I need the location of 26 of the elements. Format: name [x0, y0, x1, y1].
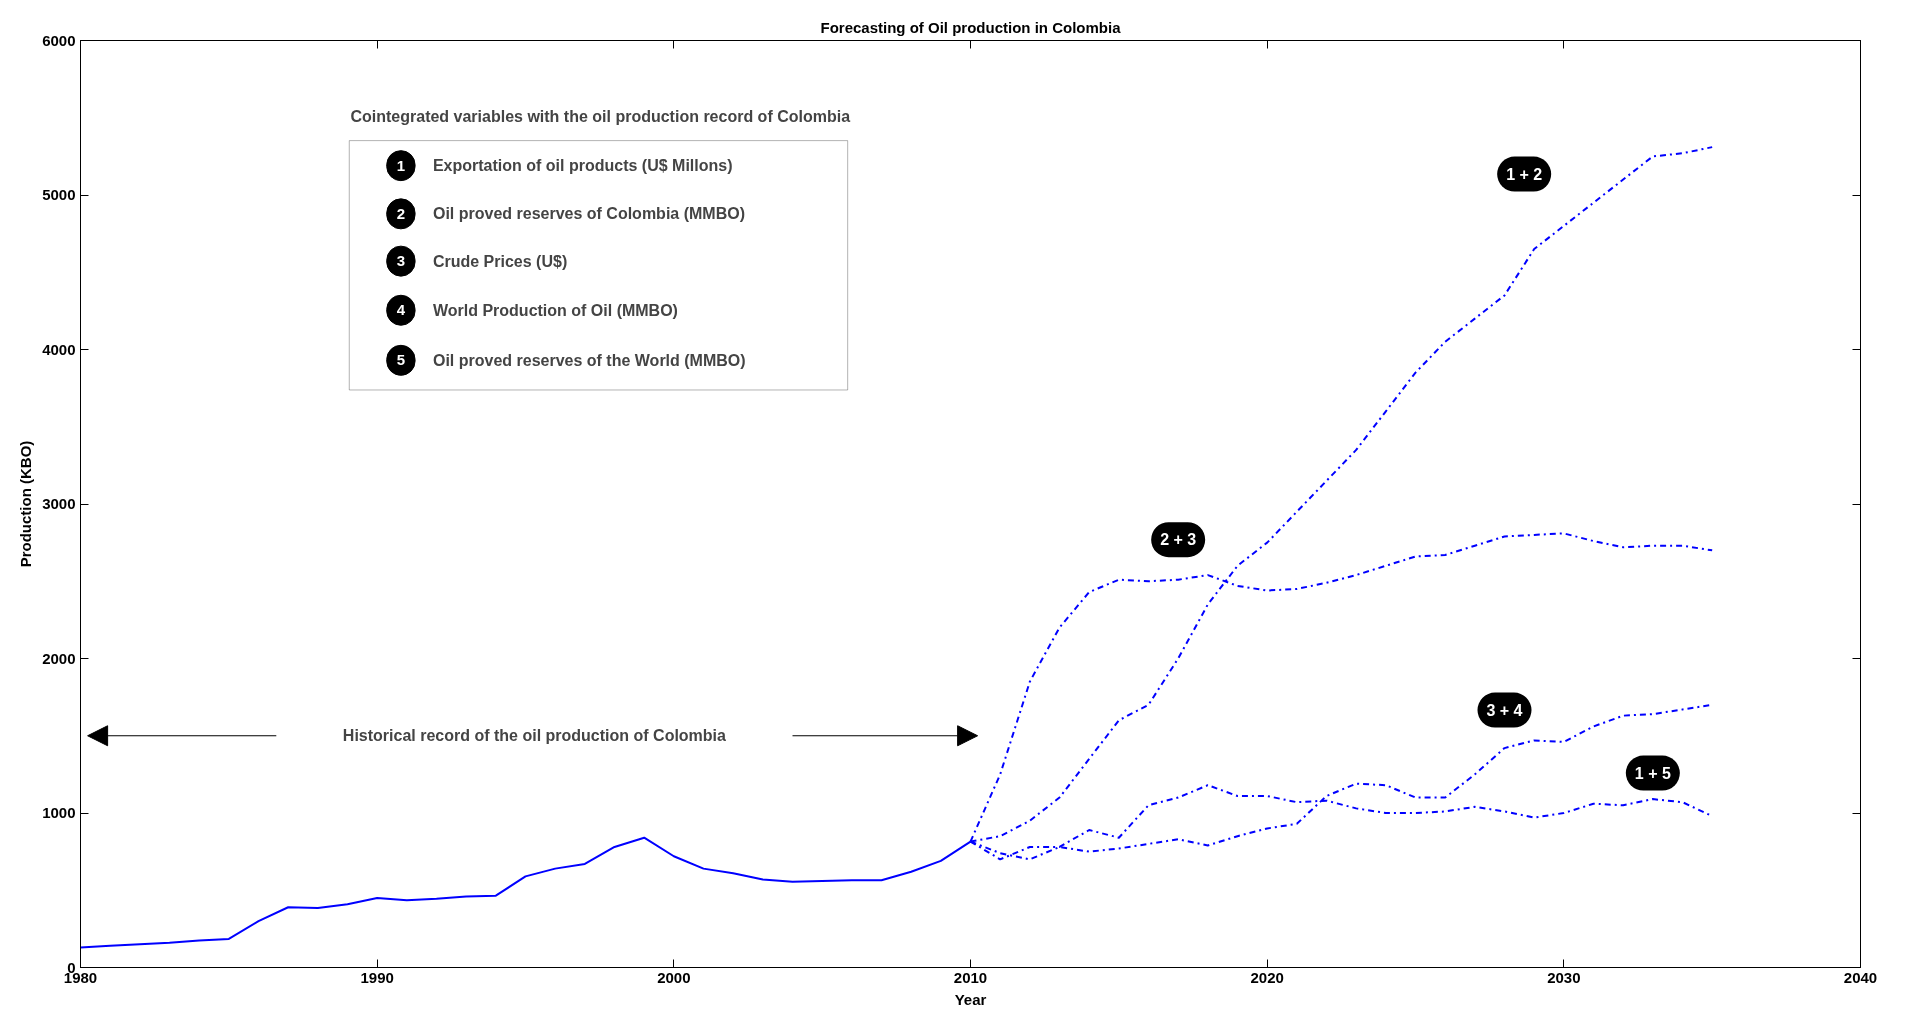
x-tick-label: 2040 [1843, 968, 1878, 986]
x-axis-title: Year [954, 990, 987, 1008]
x-tick-label: 2030 [1547, 968, 1581, 986]
x-tick-label: 1990 [360, 968, 394, 986]
text: 1 Exportation of oil products (U$ Millons) [396, 156, 733, 175]
series-label: 2 + 3 [1160, 531, 1197, 549]
x-tick-label: 2010 [953, 968, 988, 986]
y-tick-label: 6000 [42, 31, 76, 49]
legend-title: Cointegrated variables with the oil production record of Colombia [350, 108, 851, 126]
x-tick-label: 2000 [657, 968, 691, 986]
text: 5 Oil proved reserves of the World (MMBO) [396, 351, 746, 369]
y-tick-label: 1000 [42, 804, 76, 821]
text: 3 Crude Prices (U$) [396, 252, 568, 270]
y-tick-label: 5000 [42, 186, 76, 203]
series-label: 3 + 4 [1486, 701, 1523, 719]
x-tick-label: 2020 [1250, 968, 1284, 986]
series-label: 1 + 5 [1634, 764, 1671, 782]
y-axis-title: Production (KBO) [17, 440, 35, 568]
y-tick-label: 2000 [42, 649, 76, 667]
text: 2 Oil proved reserves of Colombia (MMBO) [396, 204, 745, 223]
y-tick-label: 3000 [42, 495, 76, 512]
text: 1 + 2 [1506, 165, 1543, 183]
chart-title: Forecasting of Oil production in Colombia [820, 18, 1122, 36]
text: 4 World Production of Oil (MMBO) [396, 301, 678, 319]
annotation: Historical record of the oil production of Colombia [342, 727, 727, 745]
y-tick-label: 4000 [42, 340, 76, 358]
